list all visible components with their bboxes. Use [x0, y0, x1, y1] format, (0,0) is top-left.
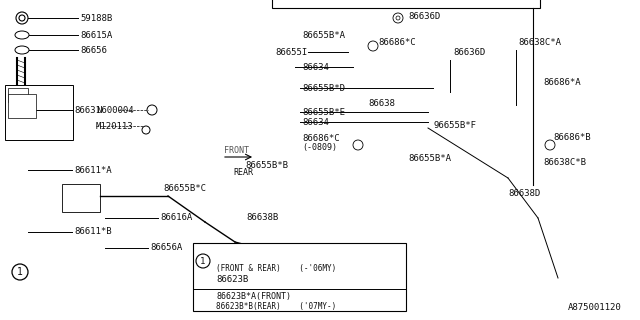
Text: 86655B*E: 86655B*E: [302, 108, 345, 116]
Text: 1: 1: [200, 257, 205, 266]
Text: 86631: 86631: [74, 106, 101, 115]
Text: 59188B: 59188B: [80, 13, 112, 22]
Text: FRONT: FRONT: [224, 146, 249, 155]
Text: 86638B: 86638B: [246, 213, 278, 222]
Text: 86636D: 86636D: [408, 12, 440, 20]
Bar: [8, 88, 28, 102]
Text: 86634: 86634: [302, 62, 329, 71]
Text: N600004: N600004: [96, 106, 134, 115]
Text: 86655I: 86655I: [275, 47, 307, 57]
Text: 86611*B: 86611*B: [74, 228, 111, 236]
Text: A875001120: A875001120: [568, 303, 621, 313]
Bar: [193, 243, 406, 311]
Bar: [62, 184, 100, 212]
Text: 86686*C: 86686*C: [378, 37, 415, 46]
Text: 86623B: 86623B: [216, 275, 248, 284]
Text: 86655B*A: 86655B*A: [408, 154, 451, 163]
Text: 86638C*A: 86638C*A: [518, 37, 561, 46]
Text: REAR: REAR: [233, 167, 253, 177]
Text: (FRONT & REAR)    (-'06MY): (FRONT & REAR) (-'06MY): [216, 265, 336, 274]
Text: 86616A: 86616A: [160, 213, 192, 222]
Text: M120113: M120113: [96, 122, 134, 131]
Text: 86611*A: 86611*A: [74, 165, 111, 174]
Text: 86638D: 86638D: [508, 188, 540, 197]
Text: 86623B*B(REAR)    ('07MY-): 86623B*B(REAR) ('07MY-): [216, 301, 336, 310]
Text: 86623B*A(FRONT): 86623B*A(FRONT): [216, 292, 291, 301]
Text: 1: 1: [17, 267, 23, 277]
Bar: [5, 85, 73, 140]
Bar: [8, 94, 36, 118]
Text: 86636D: 86636D: [453, 47, 485, 57]
Text: 86615A: 86615A: [80, 30, 112, 39]
Text: 86634: 86634: [302, 117, 329, 126]
Text: 86656: 86656: [80, 45, 107, 54]
Text: 86638C*B: 86638C*B: [543, 157, 586, 166]
Bar: [272, 0, 540, 8]
Text: 86686*B: 86686*B: [553, 132, 591, 141]
Text: (-0809): (-0809): [302, 142, 337, 151]
Text: 86686*A: 86686*A: [543, 77, 580, 86]
Text: 86655B*D: 86655B*D: [302, 84, 345, 92]
Text: 86656A: 86656A: [150, 244, 182, 252]
Text: 86655B*C: 86655B*C: [163, 183, 206, 193]
Text: 96655B*F: 96655B*F: [433, 121, 476, 130]
Text: 86686*C: 86686*C: [302, 133, 340, 142]
Text: 86655B*A: 86655B*A: [302, 30, 345, 39]
Text: 86655B*B: 86655B*B: [245, 161, 288, 170]
Text: 86638: 86638: [368, 99, 395, 108]
